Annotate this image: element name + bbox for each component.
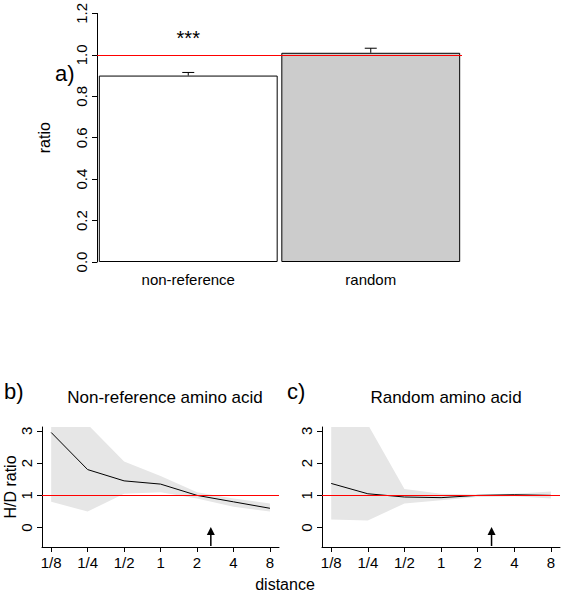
- svg-text:distance: distance: [255, 576, 315, 593]
- svg-text:1/8: 1/8: [321, 554, 342, 571]
- svg-text:1/4: 1/4: [357, 554, 378, 571]
- svg-text:Non-reference amino acid: Non-reference amino acid: [67, 388, 263, 407]
- svg-text:c): c): [287, 379, 305, 404]
- svg-text:1/8: 1/8: [41, 554, 62, 571]
- svg-text:1: 1: [18, 491, 35, 499]
- svg-text:0: 0: [298, 523, 315, 531]
- svg-text:3: 3: [18, 427, 35, 435]
- svg-text:2: 2: [193, 554, 201, 571]
- svg-text:1: 1: [298, 491, 315, 499]
- svg-text:0.6: 0.6: [73, 127, 90, 148]
- svg-text:b): b): [4, 379, 24, 404]
- svg-text:ratio: ratio: [36, 122, 53, 153]
- svg-text:4: 4: [510, 554, 518, 571]
- svg-text:H/D ratio: H/D ratio: [2, 455, 19, 518]
- svg-text:Random amino acid: Random amino acid: [370, 388, 521, 407]
- svg-text:2: 2: [474, 554, 482, 571]
- svg-text:1.2: 1.2: [73, 3, 90, 24]
- svg-text:1: 1: [437, 554, 445, 571]
- svg-text:1: 1: [156, 554, 164, 571]
- svg-text:2: 2: [298, 459, 315, 467]
- svg-text:1/4: 1/4: [77, 554, 98, 571]
- svg-text:random: random: [345, 271, 396, 288]
- svg-text:***: ***: [177, 27, 201, 49]
- svg-text:0.2: 0.2: [73, 210, 90, 231]
- svg-text:0: 0: [18, 523, 35, 531]
- svg-text:0.8: 0.8: [73, 86, 90, 107]
- svg-text:0.4: 0.4: [73, 169, 90, 190]
- svg-text:2: 2: [18, 459, 35, 467]
- svg-text:1.0: 1.0: [73, 44, 90, 65]
- svg-text:4: 4: [229, 554, 237, 571]
- svg-text:1/2: 1/2: [114, 554, 135, 571]
- svg-text:non-reference: non-reference: [142, 271, 235, 288]
- svg-text:8: 8: [266, 554, 274, 571]
- svg-text:1/2: 1/2: [394, 554, 415, 571]
- svg-text:8: 8: [547, 554, 555, 571]
- svg-text:3: 3: [298, 427, 315, 435]
- svg-text:a): a): [55, 61, 75, 86]
- svg-text:0.0: 0.0: [73, 252, 90, 273]
